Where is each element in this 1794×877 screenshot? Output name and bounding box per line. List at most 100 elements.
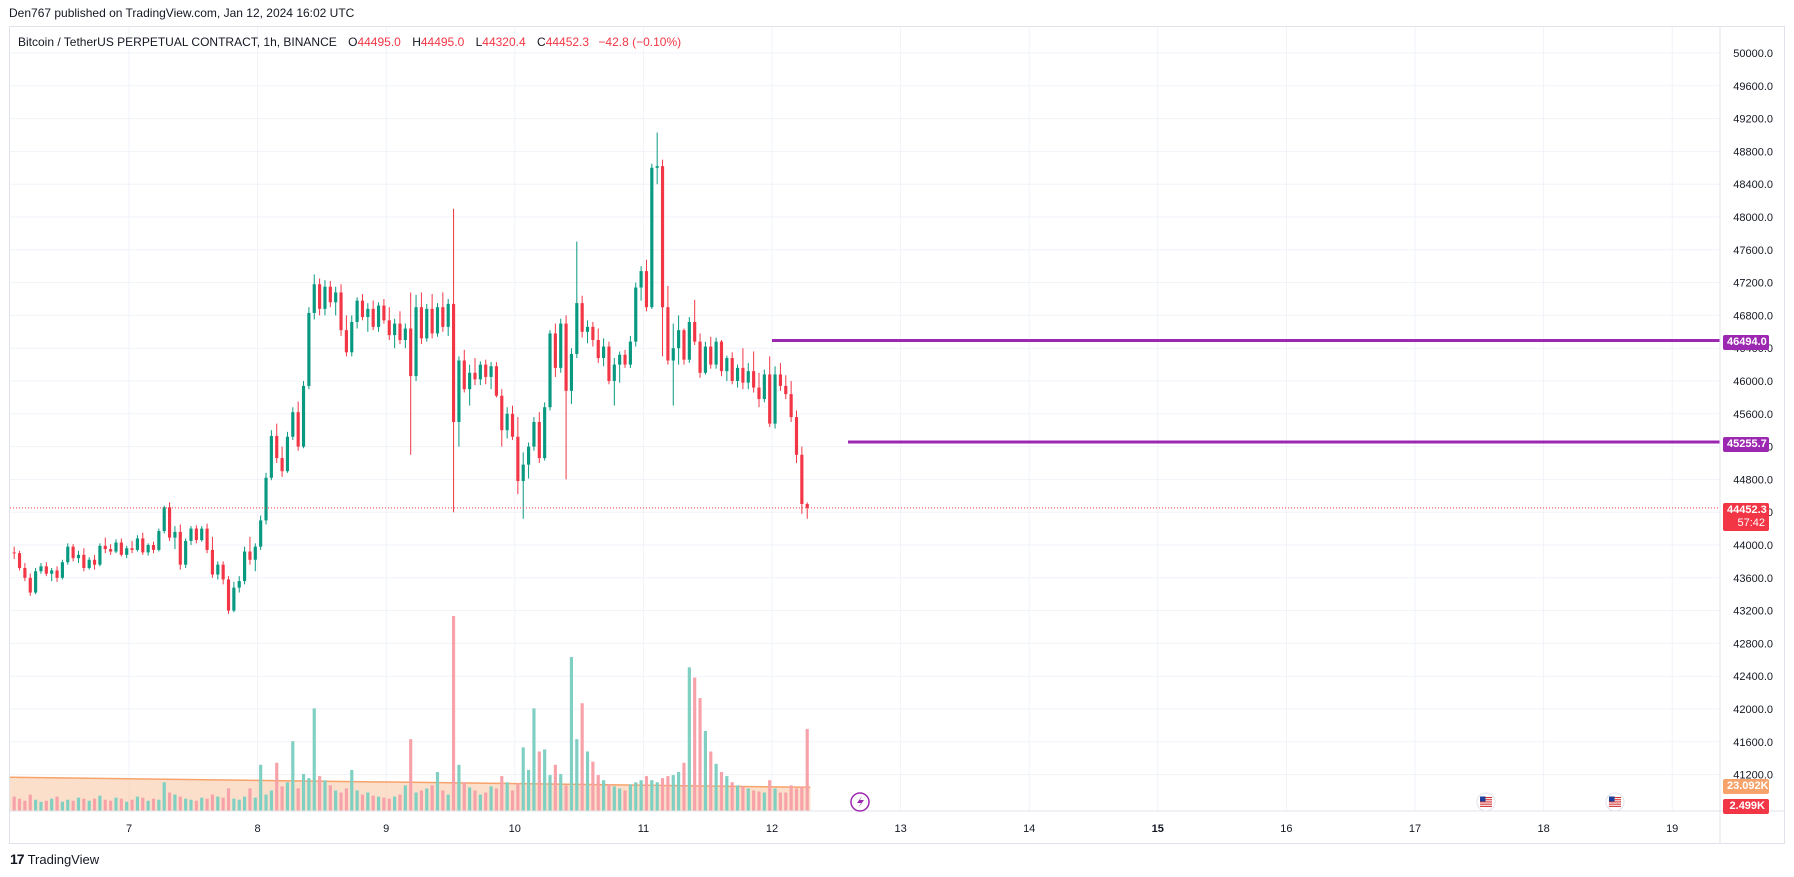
price-axis[interactable]: 50000.0 49600.0 49200.0 48800.0 48400.0 48000…: [1719, 27, 1773, 843]
candle-body: [725, 358, 729, 372]
date-tick-label: 11: [638, 823, 649, 835]
candle-body: [275, 435, 279, 459]
volume-bar: [243, 796, 247, 811]
candle-body: [516, 436, 520, 482]
candle-body: [693, 321, 697, 342]
candle-body: [248, 551, 252, 560]
candle-body: [602, 346, 606, 359]
candle-body: [269, 435, 273, 478]
volume-bar: [698, 698, 702, 811]
candle-body: [189, 528, 193, 541]
volume-bar: [76, 797, 81, 811]
volume-bar: [318, 776, 322, 811]
candle-body: [366, 308, 370, 318]
volume-bar: [682, 762, 686, 811]
candle-body: [559, 323, 563, 368]
candles: [12, 132, 809, 614]
candle-body: [114, 542, 118, 552]
volume-bar: [226, 788, 231, 811]
volume-bar: [269, 790, 273, 811]
event-markers[interactable]: [850, 792, 1625, 812]
price-tick-label: 46000.0: [1733, 376, 1773, 388]
candle-body: [762, 374, 766, 400]
candle-body: [484, 364, 488, 377]
volume-bar: [784, 792, 788, 811]
low-label: L: [475, 35, 483, 49]
volume-bar: [505, 782, 509, 811]
volume-bar: [275, 762, 279, 811]
candle-body: [666, 307, 670, 361]
candle-body: [430, 308, 434, 334]
high-label: H: [412, 35, 421, 49]
candle-body: [280, 458, 284, 472]
open-label: O: [348, 35, 358, 49]
candle-body: [82, 554, 86, 568]
volume-bar: [296, 788, 300, 811]
candle-body: [393, 323, 397, 336]
candle-body: [167, 507, 172, 538]
volume-bar: [82, 798, 86, 811]
volume-bar: [350, 769, 354, 811]
volume-bar: [752, 790, 756, 811]
candle-body: [623, 354, 627, 365]
volume-bar: [34, 799, 38, 811]
volume-bar: [173, 794, 177, 811]
price-tick-label: 42800.0: [1733, 638, 1773, 650]
volume-bar: [237, 799, 241, 811]
volume-bar: [44, 800, 48, 811]
volume-bar: [178, 796, 182, 811]
time-axis[interactable]: 7 8 9 10 11 12 13 14 15 16 17 18 19: [10, 810, 1784, 835]
candle-body: [789, 394, 793, 418]
volume-bar: [735, 785, 740, 811]
date-tick-label: 12: [766, 823, 778, 835]
volume-bar: [210, 794, 215, 811]
horizontal-levels[interactable]: [10, 338, 1720, 509]
candle-body: [253, 546, 257, 560]
volume-bar: [12, 796, 16, 811]
volume-bar: [28, 794, 32, 811]
volume-bar: [355, 790, 359, 811]
volume-bar: [639, 780, 643, 811]
volume-bar: [591, 761, 595, 811]
volume-bar: [650, 780, 654, 811]
price-tick-label: 43200.0: [1733, 606, 1773, 618]
price-tick-label: 43600.0: [1733, 573, 1773, 585]
volume-bar: [157, 799, 161, 811]
candle-body: [409, 328, 413, 377]
volume-bar: [184, 798, 188, 811]
candle-body: [462, 360, 466, 390]
candle-body: [596, 340, 600, 359]
volume-bar: [703, 730, 707, 811]
volume-bar: [414, 792, 418, 811]
volume-bar: [66, 799, 70, 811]
candle-body: [194, 528, 198, 541]
candle-body: [757, 387, 761, 400]
tradingview-logo[interactable]: 17 TradingView: [10, 851, 99, 867]
grid: [10, 27, 1720, 811]
us-flag-event-icon[interactable]: [1605, 792, 1625, 812]
volume-bar: [773, 788, 777, 811]
candle-body: [301, 385, 306, 447]
volume-bar: [382, 797, 386, 811]
price-tick-label: 42400.0: [1733, 671, 1773, 683]
volume-ma-tag: 23.092K: [1723, 779, 1769, 794]
candle-body: [205, 528, 209, 550]
volume-bar: [741, 786, 745, 811]
date-tick-label: 19: [1666, 823, 1678, 835]
candle-body: [500, 395, 504, 431]
candle-body: [548, 333, 552, 408]
flash-event-icon[interactable]: [850, 792, 870, 812]
candle-body: [660, 166, 665, 308]
volume-bar: [457, 764, 461, 811]
volume-bar: [216, 796, 220, 811]
volume-bar: [655, 782, 659, 811]
volume-bar: [167, 792, 172, 811]
candle-body: [130, 548, 134, 550]
volume-bar: [403, 785, 407, 811]
us-flag-event-icon[interactable]: [1476, 792, 1496, 812]
candle-body: [28, 577, 32, 593]
volume-bar: [205, 798, 209, 811]
candle-body: [425, 308, 429, 339]
price-tick-label: 47600.0: [1733, 245, 1773, 257]
